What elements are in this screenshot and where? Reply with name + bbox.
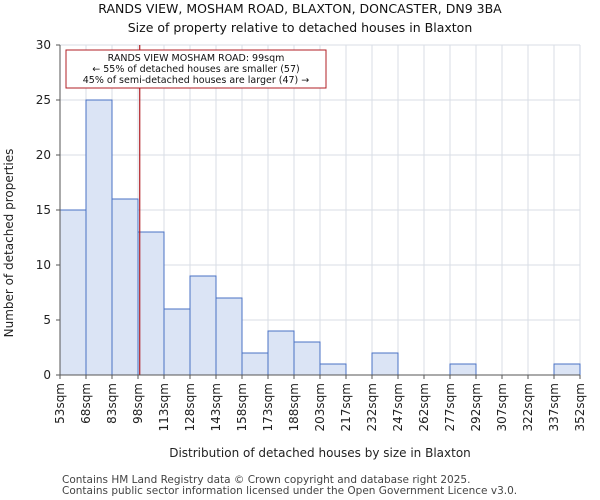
- y-axis-label: Number of detached properties: [2, 149, 16, 338]
- footer-line-1: Contains HM Land Registry data © Crown c…: [62, 474, 470, 486]
- x-axis-label: Distribution of detached houses by size …: [169, 446, 471, 460]
- chart-title: RANDS VIEW, MOSHAM ROAD, BLAXTON, DONCAS…: [98, 1, 502, 16]
- x-tick-label: 113sqm: [157, 383, 171, 431]
- bar-143sqm: [215, 297, 243, 376]
- x-tick-label: 203sqm: [313, 383, 327, 431]
- y-tick-label: 25: [36, 93, 51, 107]
- bar-83sqm: [111, 198, 139, 376]
- x-tick-label: 292sqm: [469, 383, 483, 431]
- bar-232sqm: [371, 352, 399, 376]
- x-tick-label: 173sqm: [261, 383, 275, 431]
- bar-68sqm: [85, 99, 113, 376]
- x-tick-label: 158sqm: [235, 383, 249, 431]
- annotation-line-3: 45% of semi-detached houses are larger (…: [83, 75, 310, 86]
- bars: [59, 99, 581, 376]
- y-tick-label: 20: [36, 148, 51, 162]
- bar-98sqm: [137, 231, 165, 376]
- bar-128sqm: [189, 275, 217, 376]
- x-tick-label: 188sqm: [287, 383, 301, 431]
- x-tick-label: 83sqm: [105, 383, 119, 424]
- bar-188sqm: [293, 341, 321, 376]
- bar-158sqm: [241, 352, 269, 376]
- y-tick-labels: 0 5 10 15 20 25 30: [36, 38, 60, 382]
- y-tick-label: 0: [43, 368, 51, 382]
- y-tick-label: 5: [43, 313, 51, 327]
- y-tick-label: 15: [36, 203, 51, 217]
- bar-203sqm: [319, 363, 347, 376]
- x-tick-label: 352sqm: [573, 383, 587, 431]
- annotation-rect: [65, 49, 327, 89]
- x-tick-label: 53sqm: [53, 383, 67, 424]
- annotation-line-1: RANDS VIEW MOSHAM ROAD: 99sqm: [108, 53, 285, 64]
- annotation-line-2: ← 55% of detached houses are smaller (57…: [92, 64, 299, 75]
- x-tick-label: 307sqm: [495, 383, 509, 431]
- x-tick-label: 217sqm: [339, 383, 353, 431]
- footer-line-2: Contains public sector information licen…: [62, 485, 517, 497]
- x-tick-label: 247sqm: [391, 383, 405, 431]
- chart-subtitle: Size of property relative to detached ho…: [128, 20, 473, 35]
- x-tick-labels: 53sqm 68sqm 83sqm 98sqm 113sqm 128sqm 143sqm 15…: [53, 375, 587, 431]
- x-tick-label: 277sqm: [443, 383, 457, 431]
- y-tick-label: 30: [36, 38, 51, 52]
- annotation-box: RANDS VIEW MOSHAM ROAD: 99sqm ← 55% of d…: [65, 49, 327, 89]
- x-tick-label: 98sqm: [131, 383, 145, 424]
- bar-337sqm: [553, 363, 581, 376]
- x-tick-label: 68sqm: [79, 383, 93, 424]
- x-tick-label: 337sqm: [547, 383, 561, 431]
- y-tick-label: 10: [36, 258, 51, 272]
- x-tick-label: 322sqm: [521, 383, 535, 431]
- x-tick-label: 232sqm: [365, 383, 379, 431]
- x-tick-label: 262sqm: [417, 383, 431, 431]
- bar-113sqm: [163, 308, 191, 376]
- x-tick-label: 143sqm: [209, 383, 223, 431]
- bar-53sqm: [59, 209, 87, 376]
- x-tick-label: 128sqm: [183, 383, 197, 431]
- bar-173sqm: [267, 330, 295, 376]
- bar-277sqm: [449, 363, 477, 376]
